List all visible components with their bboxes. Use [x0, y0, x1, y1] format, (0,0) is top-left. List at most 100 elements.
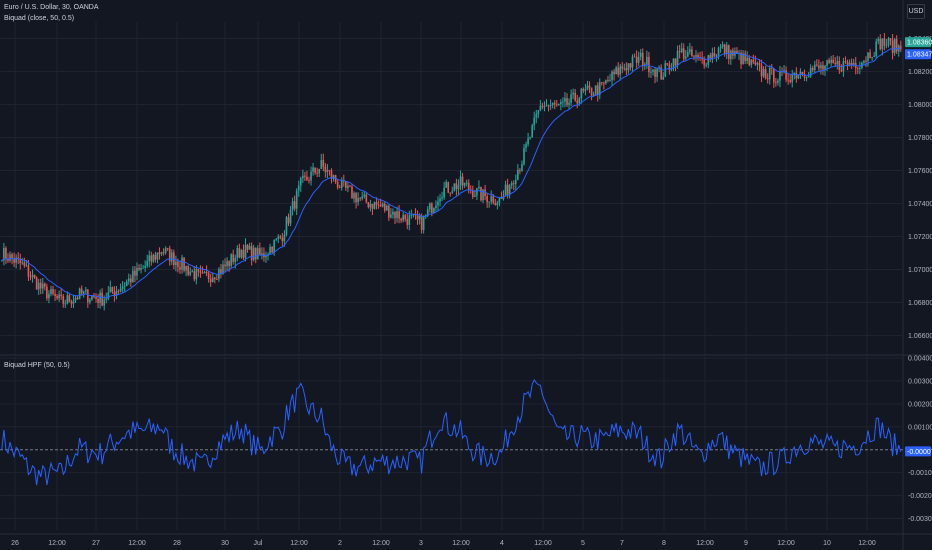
candle-body: [385, 205, 388, 211]
candle-body: [105, 298, 108, 300]
candle-body: [396, 211, 398, 218]
price-tick-label: 1.06600: [908, 333, 932, 340]
lower-indicator-label: Biquad HPF (50, 0.5): [4, 362, 70, 369]
candle-body: [648, 56, 650, 73]
candle-body: [693, 56, 695, 58]
candle-body: [428, 203, 431, 210]
candle-body: [74, 297, 77, 301]
candle-body: [664, 63, 667, 77]
candle-body: [756, 63, 759, 65]
candle-body: [132, 270, 134, 283]
last-hpf-label: -0.00007: [907, 449, 932, 456]
candle-body: [457, 185, 460, 190]
time-tick-label: 30: [221, 540, 229, 547]
candle-body: [25, 265, 28, 267]
candle-body: [525, 144, 527, 148]
candle-body: [600, 82, 603, 84]
candle-body: [56, 295, 58, 299]
candle-body: [134, 270, 136, 276]
candle-body: [295, 190, 298, 209]
candle-body: [881, 38, 884, 50]
candle-body: [373, 202, 376, 209]
candle-body: [414, 214, 417, 216]
time-tick-label: 12:00: [48, 540, 66, 547]
candle-body: [815, 64, 818, 66]
candle-body: [3, 247, 5, 261]
candle-body: [588, 85, 591, 88]
candle-body: [222, 264, 224, 274]
candle-body: [400, 218, 402, 221]
candle-body: [533, 117, 536, 126]
candle-body: [254, 247, 257, 260]
candle-body: [478, 186, 480, 189]
candle-body: [830, 59, 832, 63]
candle-body: [471, 190, 474, 197]
time-tick-label: 12:00: [128, 540, 146, 547]
candle-body: [287, 217, 290, 224]
candle-body: [197, 269, 200, 272]
candle-body: [87, 289, 89, 303]
candle-body: [637, 56, 640, 63]
candle-body: [564, 98, 566, 102]
biquad-line: [1, 47, 901, 299]
candle-body: [607, 80, 609, 81]
candle-body: [95, 297, 97, 299]
candle-body: [560, 102, 562, 105]
candle-body: [883, 38, 886, 46]
candle-body: [500, 197, 503, 199]
candle-body: [60, 294, 63, 297]
candle-body: [70, 301, 73, 304]
time-tick-label: 12:00: [290, 540, 308, 547]
candle-body: [617, 67, 620, 75]
candle-body: [758, 63, 761, 66]
candle-body: [152, 254, 155, 262]
candle-body: [523, 147, 525, 165]
candle-body: [308, 179, 310, 181]
candle-body: [39, 282, 42, 289]
candle-body: [279, 236, 282, 238]
candle-body: [130, 278, 132, 283]
candle-body: [541, 105, 544, 107]
candle-body: [721, 44, 724, 47]
candle-body: [879, 38, 882, 50]
candle-body: [619, 66, 622, 75]
candle-body: [476, 188, 478, 196]
candle-body: [795, 72, 798, 79]
candle-body: [875, 41, 878, 56]
candle-body: [236, 248, 239, 258]
candle-body: [175, 261, 177, 266]
candle-body: [629, 63, 632, 68]
candle-body: [633, 56, 636, 58]
candle-body: [62, 296, 65, 304]
candle-body: [498, 197, 501, 203]
candle-body: [707, 55, 710, 65]
candle-body: [379, 204, 382, 207]
candle-body: [426, 209, 429, 215]
candle-body: [455, 183, 458, 190]
candle-body: [840, 70, 843, 72]
candle-body: [44, 283, 46, 287]
candle-body: [848, 62, 851, 65]
candle-body: [318, 168, 321, 174]
candle-body: [35, 277, 38, 290]
candle-body: [48, 293, 50, 299]
candle-body: [717, 48, 720, 56]
time-tick-label: 2: [338, 540, 342, 547]
candle-body: [611, 71, 613, 81]
candle-body: [672, 58, 675, 69]
time-tick-label: 26: [11, 540, 19, 547]
candle-body: [635, 56, 638, 63]
candle-body: [383, 203, 386, 211]
currency-button[interactable]: USD: [907, 4, 925, 19]
candle-body: [568, 102, 570, 105]
candle-body: [772, 68, 775, 83]
candle-body: [727, 45, 730, 59]
candle-body: [244, 244, 247, 258]
candle-body: [164, 248, 167, 253]
candle-body: [889, 38, 892, 41]
candle-body: [377, 204, 380, 206]
candle-body: [148, 255, 151, 262]
candle-body: [709, 55, 712, 60]
candle-body: [78, 288, 81, 300]
